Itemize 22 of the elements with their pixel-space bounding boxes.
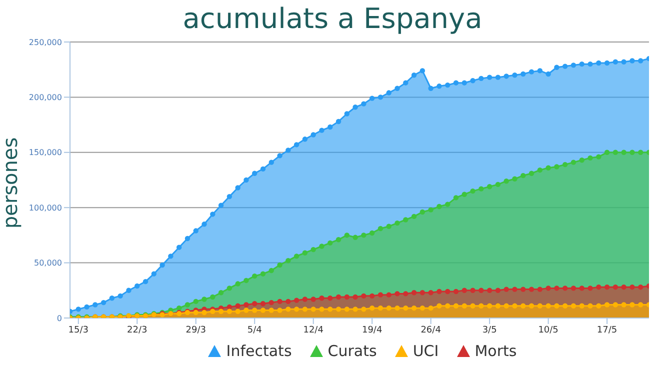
x-tick-label: 22/3 <box>127 325 148 336</box>
chart-title: acumulats a Espanya <box>182 2 484 36</box>
y-tick-label: 200,000 <box>28 93 62 102</box>
y-tick-label: 50,000 <box>34 258 62 268</box>
legend-label: UCI <box>412 342 439 360</box>
x-tick-label: 26/4 <box>420 325 442 336</box>
x-tick-label: 17/5 <box>596 325 618 336</box>
y-tick-label: 0 <box>56 314 62 323</box>
x-tick-label: 3/5 <box>482 325 497 336</box>
x-tick-label: 29/3 <box>186 325 206 336</box>
legend-label: Infectats <box>226 342 292 360</box>
legend-label: Curats <box>328 342 377 360</box>
y-tick-label: 250,000 <box>28 38 62 47</box>
legend-label: Morts <box>474 342 517 360</box>
x-tick-label: 5/4 <box>247 325 262 336</box>
y-axis-title: persones <box>0 136 22 231</box>
y-tick-label: 150,000 <box>28 148 62 158</box>
x-tick-label: 15/3 <box>68 325 88 336</box>
x-tick-label: 10/5 <box>538 325 558 336</box>
y-tick-label: 100,000 <box>28 203 62 212</box>
x-tick-label: 12/4 <box>303 325 324 336</box>
x-tick-label: 19/4 <box>362 325 382 336</box>
